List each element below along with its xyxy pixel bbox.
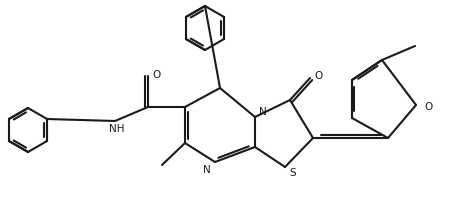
Text: O: O [152, 70, 160, 80]
Text: O: O [424, 102, 432, 112]
Text: N: N [259, 107, 267, 117]
Text: O: O [314, 71, 322, 81]
Text: S: S [289, 168, 296, 178]
Text: NH: NH [109, 124, 125, 134]
Text: N: N [203, 165, 211, 175]
